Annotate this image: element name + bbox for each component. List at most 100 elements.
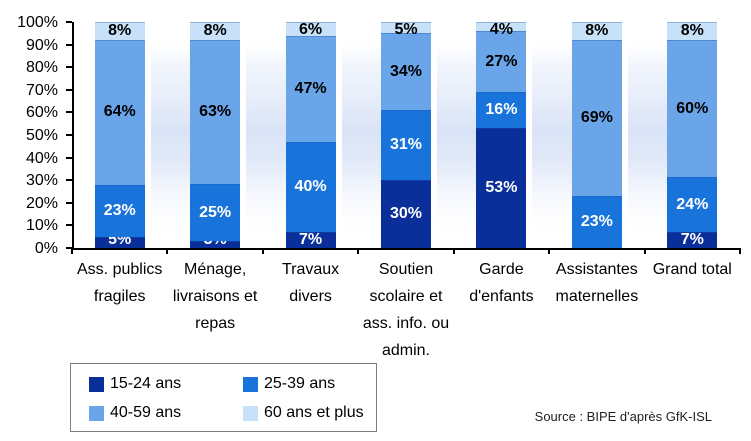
bar-segment-25-39-ans	[667, 177, 718, 232]
y-axis-tick	[66, 88, 72, 91]
y-axis-tick	[66, 247, 72, 249]
y-axis-tick-label: 80%	[25, 59, 58, 77]
bar-segment-25-39-ans	[285, 141, 336, 233]
legend-swatch	[89, 405, 104, 421]
y-axis-tick	[66, 21, 72, 23]
bar-value-label: 53%	[485, 179, 518, 197]
bar-value-label: 4%	[489, 21, 513, 38]
bar-value-label: 69%	[580, 109, 613, 127]
bar-value-label: 27%	[485, 52, 518, 70]
category-label: Ménage, livraisons et repas	[172, 261, 258, 332]
bar-value-label: 8%	[680, 22, 704, 40]
legend-label: 15-24 ans	[110, 375, 182, 392]
plot-background-band	[246, 44, 286, 232]
x-axis-tick	[643, 248, 646, 254]
category-label: Soutien scolaire et ass. info. ou admin.	[362, 261, 450, 359]
bar-segment-15-24-ans	[94, 236, 145, 248]
bar-segment-40-59-ans	[190, 40, 241, 185]
bar-segment-40-59-ans	[476, 31, 527, 93]
bar-segment-25-39-ans	[381, 110, 431, 181]
y-axis-tick-label: 100%	[17, 14, 58, 31]
bar-segment-60-ans-et-plus	[476, 22, 527, 32]
bar-value-label: 6%	[299, 21, 323, 38]
y-axis-tick	[66, 66, 72, 69]
x-axis-line	[72, 248, 740, 250]
y-axis-tick-label: 20%	[25, 194, 58, 212]
bar-segment-40-59-ans	[381, 33, 431, 111]
bar-value-label: 23%	[103, 201, 136, 219]
bar-value-label: 16%	[485, 101, 518, 119]
bar-segment-60-ans-et-plus	[571, 22, 622, 41]
category-label: Grand total	[652, 261, 732, 278]
y-axis-tick	[66, 134, 72, 136]
bar-segment-15-24-ans	[667, 232, 718, 248]
x-axis-tick	[357, 248, 360, 254]
bar-value-label: 7%	[680, 231, 704, 248]
bar-segment-60-ans-et-plus	[381, 22, 431, 34]
bar-value-label: 60%	[676, 99, 709, 117]
bar-value-label: 23%	[580, 213, 613, 230]
bar-value-label: 24%	[676, 195, 709, 213]
bar-segment-60-ans-et-plus	[285, 22, 336, 36]
legend-item-60-ans-et-plus: 60 ans et plus	[243, 403, 364, 423]
bar-value-label: 8%	[585, 22, 609, 40]
x-axis-tick	[548, 248, 551, 254]
bar-value-label: 7%	[299, 231, 323, 248]
bar-value-label: 8%	[108, 22, 132, 40]
source-note: Source : BIPE d'après GfK-ISL	[534, 409, 712, 424]
bar-segment-15-24-ans	[285, 232, 336, 248]
legend-label: 40-59 ans	[110, 404, 182, 421]
bar-value-label: 47%	[294, 79, 327, 97]
bar-segment-25-39-ans	[476, 92, 527, 129]
y-axis-tick	[66, 111, 72, 114]
legend-item-15-24-ans: 15-24 ans	[89, 374, 181, 394]
y-axis-tick-label: 30%	[25, 172, 58, 190]
plot-background-band	[341, 44, 381, 232]
y-axis-tick	[66, 201, 72, 204]
bar-segment-40-59-ans	[667, 40, 718, 178]
bar-segment-25-39-ans	[571, 196, 622, 248]
y-axis-tick-label: 50%	[25, 127, 58, 144]
plot-background-band	[532, 44, 572, 232]
category-label: Assistantes maternelles	[555, 261, 639, 305]
legend-swatch	[243, 405, 258, 421]
category-label: Travaux divers	[281, 261, 340, 305]
legend-swatch	[243, 376, 258, 392]
bar-value-label: 8%	[203, 22, 227, 40]
y-axis-tick-label: 40%	[25, 149, 58, 167]
y-axis-tick-label: 0%	[34, 240, 58, 257]
bar-value-label: 25%	[199, 203, 232, 221]
x-axis-tick	[739, 248, 741, 254]
y-axis-tick-label: 60%	[25, 104, 58, 122]
y-axis-tick	[66, 43, 72, 46]
legend-label: 25-39 ans	[264, 375, 336, 392]
bar-segment-40-59-ans	[94, 40, 145, 185]
legend-item-40-59-ans: 40-59 ans	[89, 403, 181, 423]
plot-background-band	[627, 44, 668, 232]
x-axis-tick	[166, 248, 169, 254]
y-axis-tick-label: 90%	[25, 36, 58, 54]
y-axis-tick	[66, 156, 72, 159]
legend-item-25-39-ans: 25-39 ans	[243, 374, 335, 394]
bar-value-label: 34%	[389, 62, 423, 80]
bar-value-label: 64%	[103, 103, 136, 121]
bar-value-label: 5%	[394, 21, 418, 38]
plot-background-band	[437, 44, 477, 232]
x-axis-tick	[452, 248, 455, 254]
category-label: Garde d'enfants	[469, 261, 534, 305]
y-axis-line	[72, 22, 74, 248]
legend: 15-24 ans 25-39 ans 40-59 ans 60 ans et plu…	[70, 363, 377, 432]
y-axis-tick	[66, 179, 72, 182]
bar-segment-60-ans-et-plus	[667, 22, 718, 41]
x-axis-tick	[71, 248, 73, 254]
bar-segment-60-ans-et-plus	[94, 22, 145, 41]
bar-segment-60-ans-et-plus	[190, 22, 241, 41]
bar-value-label: 63%	[199, 103, 232, 121]
bar-segment-15-24-ans	[190, 241, 241, 248]
bar-segment-15-24-ans	[476, 128, 527, 248]
bar-segment-25-39-ans	[190, 184, 241, 242]
y-axis-tick-label: 70%	[25, 81, 58, 99]
y-axis-tick	[66, 224, 72, 227]
category-label: Ass. publics fragiles	[77, 261, 163, 305]
